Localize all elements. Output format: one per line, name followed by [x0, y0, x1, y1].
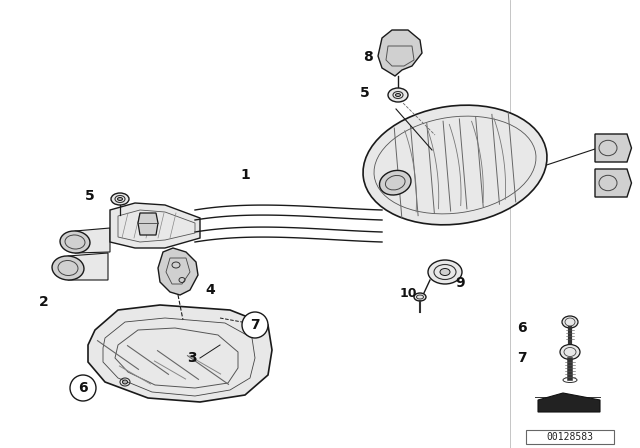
FancyBboxPatch shape [526, 430, 614, 444]
Polygon shape [595, 134, 632, 162]
Polygon shape [538, 393, 600, 412]
Text: 9: 9 [455, 276, 465, 290]
Text: 00128583: 00128583 [547, 432, 593, 442]
Text: 6: 6 [517, 321, 527, 335]
Text: 4: 4 [205, 283, 215, 297]
Ellipse shape [414, 293, 426, 301]
Ellipse shape [60, 231, 90, 253]
Text: 2: 2 [39, 295, 49, 309]
Ellipse shape [396, 94, 401, 96]
Text: 7: 7 [517, 351, 527, 365]
Polygon shape [68, 253, 108, 280]
Ellipse shape [388, 88, 408, 102]
Polygon shape [110, 203, 200, 248]
Text: 7: 7 [250, 318, 260, 332]
Text: 3: 3 [187, 351, 197, 365]
Ellipse shape [560, 345, 580, 359]
Polygon shape [158, 248, 198, 295]
Polygon shape [378, 30, 422, 76]
Polygon shape [88, 305, 272, 402]
Text: 5: 5 [85, 189, 95, 203]
Ellipse shape [122, 380, 127, 384]
Ellipse shape [562, 316, 578, 328]
Ellipse shape [440, 268, 450, 276]
Ellipse shape [111, 193, 129, 205]
Polygon shape [75, 228, 110, 253]
Polygon shape [138, 213, 158, 235]
Polygon shape [595, 169, 632, 197]
Text: 8: 8 [363, 50, 373, 64]
Text: 10: 10 [399, 287, 417, 300]
Text: 6: 6 [78, 381, 88, 395]
Circle shape [70, 375, 96, 401]
Ellipse shape [118, 198, 122, 201]
Text: 5: 5 [360, 86, 370, 100]
Text: 1: 1 [240, 168, 250, 182]
Ellipse shape [428, 260, 462, 284]
Ellipse shape [52, 256, 84, 280]
Circle shape [242, 312, 268, 338]
Ellipse shape [380, 170, 411, 195]
Ellipse shape [363, 105, 547, 225]
